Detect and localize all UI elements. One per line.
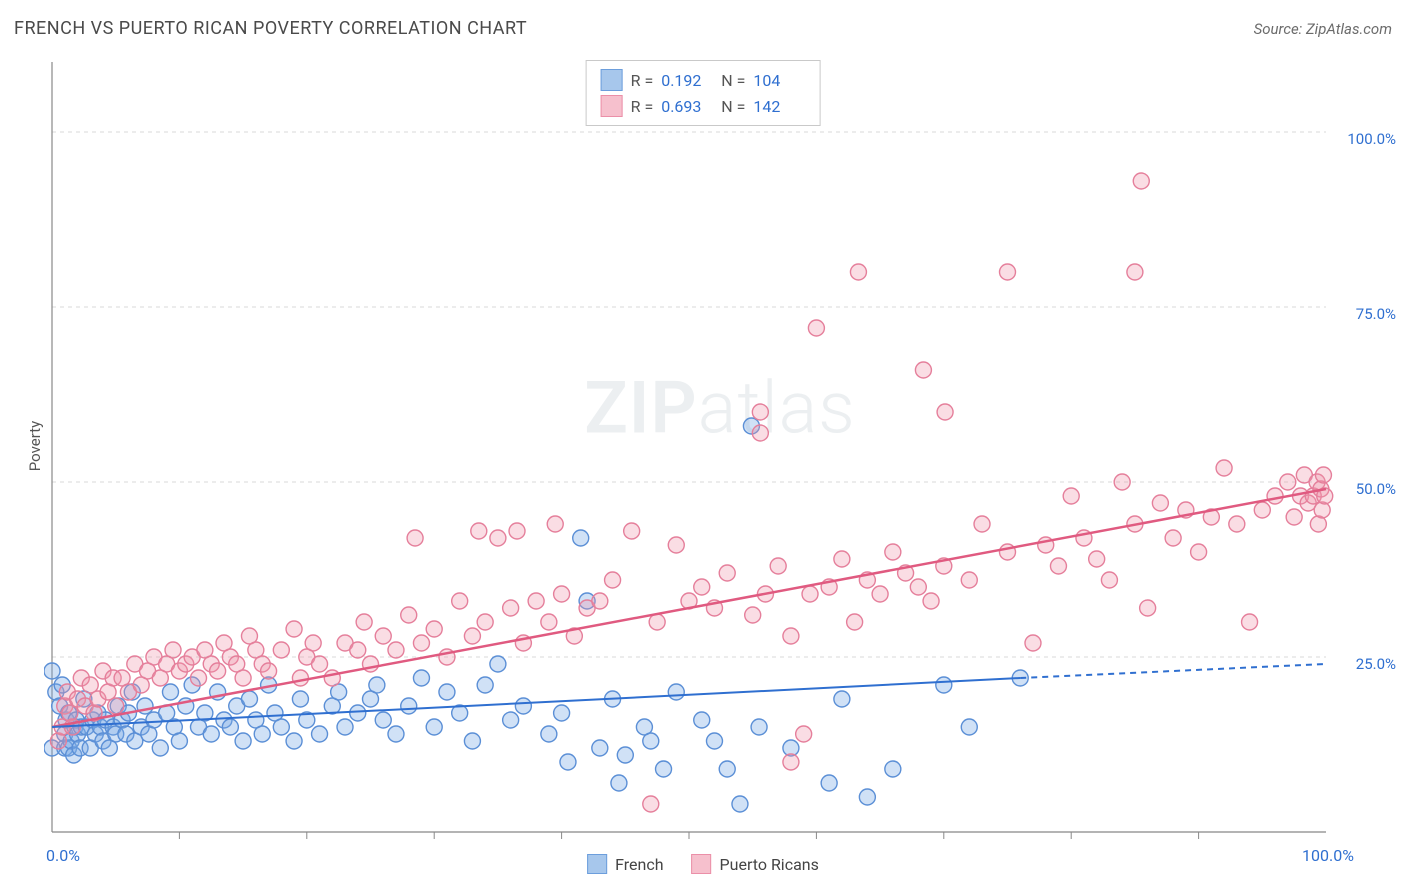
x-max-label: 100.0% bbox=[1302, 846, 1354, 865]
chart-title: FRENCH VS PUERTO RICAN POVERTY CORRELATI… bbox=[14, 18, 527, 39]
french-swatch bbox=[601, 69, 623, 91]
y-tick-label: 100.0% bbox=[1347, 130, 1396, 148]
legend-item-french: French bbox=[587, 854, 663, 874]
puertorican-r-value: 0.693 bbox=[661, 97, 713, 116]
x-min-label: 0.0% bbox=[46, 846, 80, 865]
legend-item-puertorican: Puerto Ricans bbox=[692, 854, 819, 874]
legend-row-puertorican: R = 0.693 N = 142 bbox=[601, 93, 806, 119]
source-label: Source: ZipAtlas.com bbox=[1254, 20, 1392, 38]
french-r-value: 0.192 bbox=[661, 71, 713, 90]
chart-svg bbox=[44, 54, 1396, 840]
puertorican-n-value: 142 bbox=[753, 97, 805, 116]
y-axis-label: Poverty bbox=[26, 421, 44, 471]
y-tick-label: 50.0% bbox=[1356, 480, 1396, 498]
french-swatch-icon bbox=[587, 854, 607, 874]
french-legend-label: French bbox=[615, 855, 663, 874]
y-tick-label: 25.0% bbox=[1356, 655, 1396, 673]
legend-row-french: R = 0.192 N = 104 bbox=[601, 67, 806, 93]
french-n-value: 104 bbox=[753, 71, 805, 90]
y-tick-label: 75.0% bbox=[1356, 305, 1396, 323]
puertorican-legend-label: Puerto Ricans bbox=[720, 855, 819, 874]
chart-plot-area: ZIPatlas bbox=[44, 54, 1396, 840]
puertorican-swatch-icon bbox=[692, 854, 712, 874]
series-legend: French Puerto Ricans bbox=[587, 854, 819, 874]
correlation-legend: R = 0.192 N = 104 R = 0.693 N = 142 bbox=[586, 60, 821, 126]
puertorican-swatch bbox=[601, 95, 623, 117]
